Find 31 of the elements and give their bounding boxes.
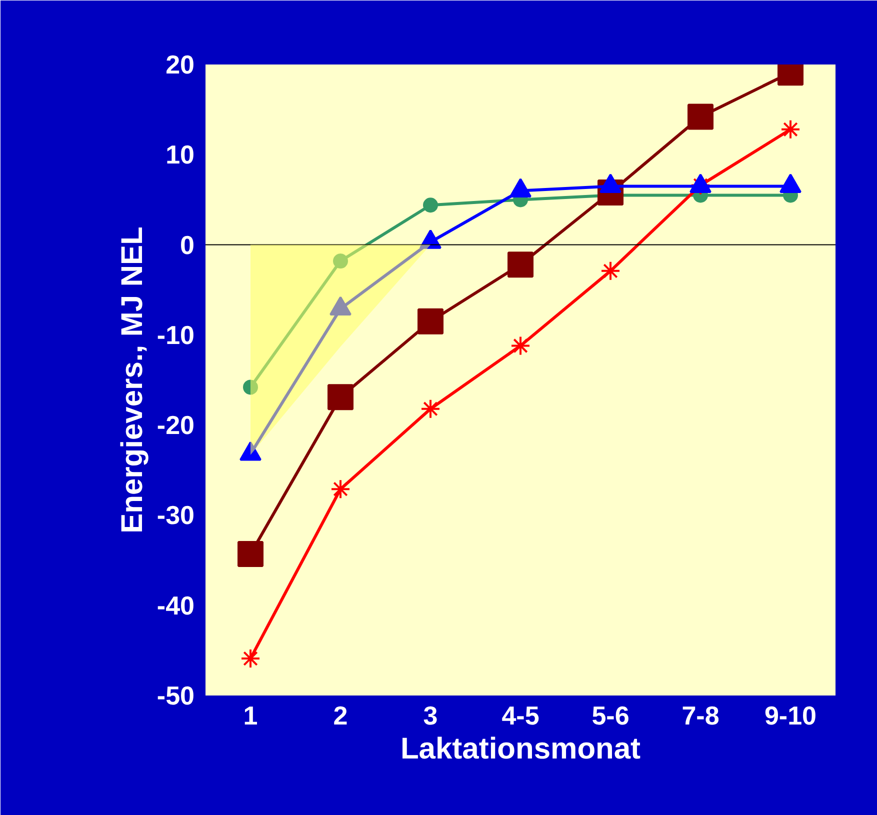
y-tick-label: -40 <box>156 590 194 620</box>
x-tick-label: 1 <box>243 700 258 730</box>
y-tick-label: 10 <box>166 140 194 170</box>
point <box>238 540 264 567</box>
point <box>508 252 534 278</box>
point <box>420 398 440 419</box>
y-axis-title: Energievers., MJ NEL <box>116 226 149 534</box>
point <box>328 384 354 410</box>
x-tick-label: 5-6 <box>592 700 630 730</box>
point <box>333 254 348 268</box>
x-tick-label: 9-10 <box>764 700 817 730</box>
y-tick-label: 0 <box>180 230 195 260</box>
x-axis-title: Laktationsmonat <box>400 732 641 766</box>
y-tick-label: -50 <box>156 680 194 710</box>
y-tick-label: -20 <box>156 410 194 440</box>
y-tick-label: -10 <box>156 320 194 350</box>
point <box>418 308 444 334</box>
y-tick-label: -30 <box>156 500 194 530</box>
point <box>688 104 714 130</box>
x-tick-label: 3 <box>423 700 438 730</box>
point <box>330 479 350 500</box>
point <box>600 260 620 281</box>
x-tick-label: 7-8 <box>682 700 720 730</box>
point <box>510 336 530 356</box>
x-tick-label: 2 <box>333 700 348 730</box>
point <box>240 648 260 669</box>
point <box>423 198 438 213</box>
point <box>243 380 258 395</box>
y-tick-label: 20 <box>166 50 194 80</box>
point <box>780 119 800 140</box>
x-tick-label: 4-5 <box>502 700 540 730</box>
